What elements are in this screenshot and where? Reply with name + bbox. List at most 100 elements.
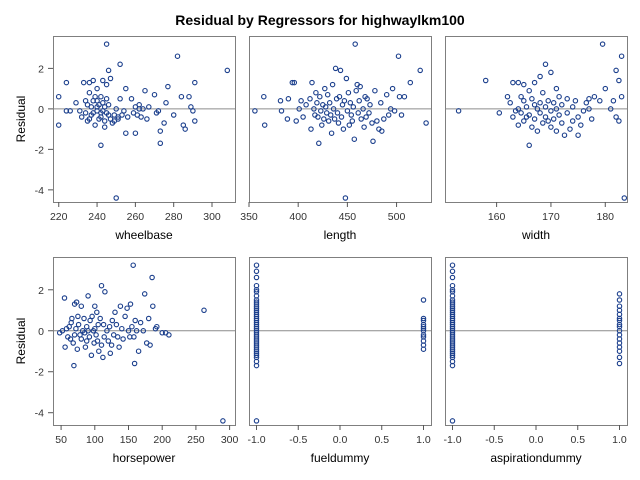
x-tick-label: -1.0 — [443, 434, 461, 446]
data-point — [253, 418, 260, 424]
data-point — [192, 118, 198, 124]
data-point — [296, 106, 302, 112]
data-point — [103, 96, 110, 102]
data-point — [86, 334, 93, 340]
x-tick-label: 170 — [542, 211, 560, 223]
chart-title: Residual by Regressors for highwaylkm100 — [175, 12, 465, 28]
x-tick-label: 160 — [488, 211, 506, 223]
data-point — [515, 122, 522, 128]
data-point — [537, 73, 543, 80]
data-point — [318, 108, 324, 114]
data-point — [104, 328, 110, 334]
data-point — [98, 282, 105, 289]
data-point — [564, 110, 570, 116]
x-tick-label: 0.5 — [374, 434, 389, 446]
data-point — [542, 104, 549, 110]
data-point — [101, 118, 108, 124]
data-point — [455, 108, 462, 114]
data-point — [120, 336, 126, 342]
panel-grid: 220 240 260 280 300 wheelbase -4 -2 0 2 Residual 35… — [14, 36, 628, 465]
data-point — [449, 352, 456, 359]
data-point — [531, 102, 538, 108]
data-point — [374, 118, 380, 124]
data-point — [616, 291, 623, 297]
data-point — [69, 315, 75, 322]
data-point — [127, 301, 134, 307]
data-point — [96, 348, 102, 354]
y-axis-label: Residual — [14, 318, 28, 365]
data-point — [526, 87, 532, 94]
data-point — [98, 342, 105, 348]
data-point — [105, 102, 112, 108]
data-point — [300, 114, 306, 120]
data-point — [101, 124, 108, 130]
x-axis-label: length — [324, 228, 357, 242]
data-point — [326, 100, 333, 106]
x-axis-label: fueldummy — [311, 451, 370, 465]
data-point — [322, 85, 328, 92]
data-point — [449, 274, 456, 281]
data-point — [545, 98, 551, 104]
data-point — [123, 130, 129, 136]
data-point — [98, 114, 104, 120]
y-tick-label: -2 — [35, 367, 44, 379]
data-point — [350, 104, 357, 110]
data-point — [569, 104, 576, 110]
data-point — [529, 96, 535, 102]
y-tick-label: -4 — [35, 185, 44, 197]
data-point — [314, 100, 320, 106]
data-point — [420, 346, 427, 352]
data-point — [122, 313, 128, 320]
data-point — [124, 305, 130, 311]
x-tick-label: 1.0 — [416, 434, 431, 446]
x-tick-label: 500 — [388, 211, 406, 223]
data-point — [378, 100, 384, 106]
y-tick-label: 0 — [38, 326, 44, 338]
data-point — [322, 104, 329, 110]
data-point — [343, 75, 350, 82]
data-point — [94, 309, 100, 316]
data-point — [78, 114, 85, 120]
data-point — [607, 106, 614, 112]
data-point — [449, 418, 456, 424]
data-point — [356, 98, 362, 104]
data-point — [108, 342, 115, 348]
data-point — [71, 362, 77, 369]
data-point — [521, 98, 527, 104]
data-point — [88, 352, 95, 359]
data-point — [367, 102, 373, 108]
data-point — [313, 89, 319, 96]
data-point — [363, 114, 369, 120]
data-point — [336, 93, 343, 100]
data-point — [420, 315, 427, 322]
data-point — [116, 344, 122, 350]
panel-horsepower: 50 100 150 200 250 300 horsepower -4 -2 0 2 Residua… — [14, 257, 239, 465]
data-point — [121, 108, 127, 114]
data-point — [278, 108, 285, 114]
data-point — [284, 116, 291, 122]
data-point — [178, 93, 185, 100]
x-tick-label: 0.5 — [570, 434, 585, 446]
data-point — [586, 106, 592, 112]
data-point — [147, 342, 153, 348]
data-point — [553, 85, 560, 92]
data-point — [395, 53, 402, 59]
data-point — [335, 120, 342, 126]
data-point — [334, 110, 341, 116]
x-tick-label: -1.0 — [247, 434, 265, 446]
data-point — [537, 100, 543, 106]
data-point — [107, 75, 114, 82]
data-point — [132, 317, 138, 324]
data-point — [119, 325, 125, 332]
data-point — [575, 114, 581, 120]
data-point — [616, 297, 623, 303]
data-point — [591, 93, 598, 100]
data-point — [504, 93, 511, 100]
data-point — [586, 96, 592, 102]
data-point — [353, 87, 359, 94]
data-point — [115, 116, 121, 122]
data-point — [553, 128, 560, 134]
data-point — [496, 110, 503, 116]
panel-frame — [249, 36, 432, 203]
data-point — [140, 106, 146, 112]
